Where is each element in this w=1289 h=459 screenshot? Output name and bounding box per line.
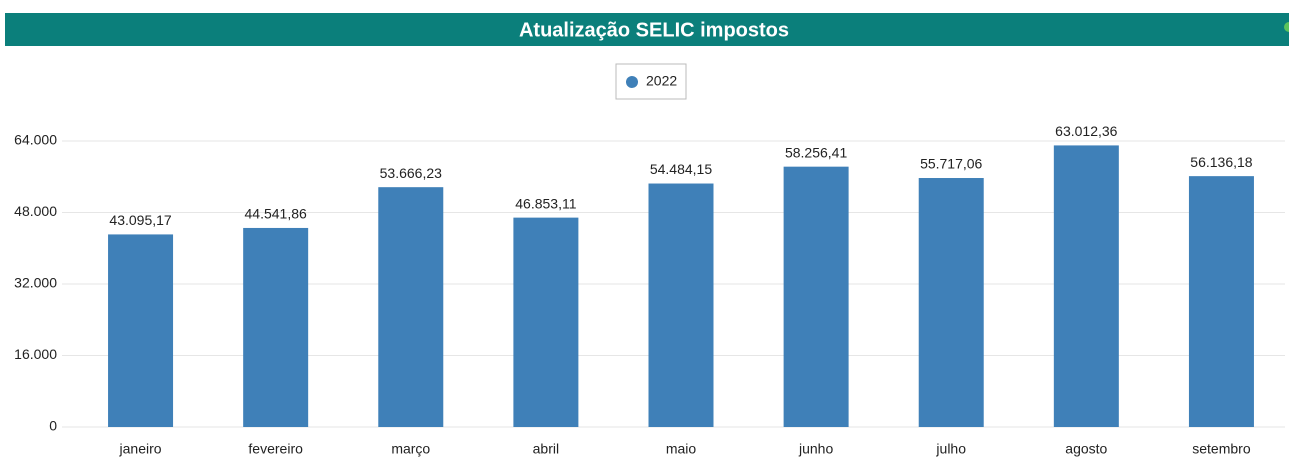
bar [1188,176,1254,427]
bar [378,187,444,427]
bar [108,234,174,427]
status-dot [1284,22,1289,32]
value-label: 63.012,36 [1055,123,1117,139]
chart-title: Atualização SELIC impostos [519,19,789,41]
x-tick-label: janeiro [119,441,162,457]
value-label: 55.717,06 [920,156,982,172]
bar [648,183,714,427]
value-label: 54.484,15 [650,161,712,177]
x-tick-label: agosto [1065,441,1107,457]
value-label: 56.136,18 [1190,154,1252,170]
x-tick-label: março [391,441,430,457]
x-tick-label: maio [666,441,697,457]
y-tick-label: 32.000 [14,275,57,291]
bar [1053,145,1119,427]
bar [513,217,579,427]
title-bar [5,13,1289,46]
bar [918,178,984,427]
y-tick-label: 64.000 [14,132,57,148]
x-tick-label: setembro [1192,441,1251,457]
legend-label: 2022 [646,73,677,89]
bar [783,166,849,427]
value-label: 53.666,23 [380,165,442,181]
x-tick-label: fevereiro [248,441,303,457]
bar [243,227,309,427]
value-label: 58.256,41 [785,144,847,160]
y-tick-label: 48.000 [14,203,57,219]
x-tick-label: julho [935,441,966,457]
x-tick-label: junho [798,441,833,457]
value-label: 46.853,11 [515,195,576,211]
legend-marker [626,76,638,88]
y-tick-label: 0 [49,418,57,434]
value-label: 43.095,17 [109,212,171,228]
y-tick-label: 16.000 [14,346,57,362]
value-label: 44.541,86 [245,206,307,222]
x-tick-label: abril [533,441,559,457]
